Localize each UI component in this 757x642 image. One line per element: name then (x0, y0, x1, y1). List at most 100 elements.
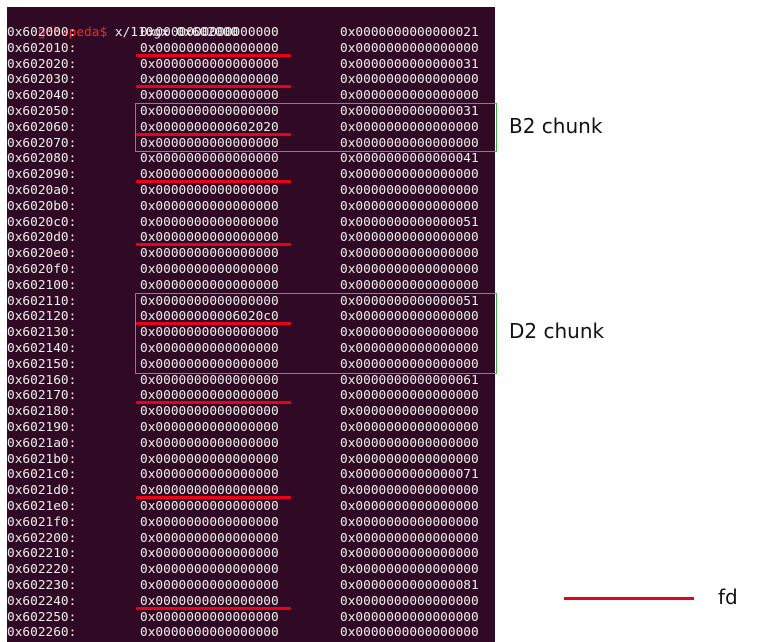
row-value-2: 0x0000000000000000 (340, 609, 479, 625)
memory-row: 0x6021b0: 0x0000000000000000 0x00000000000… (7, 452, 495, 468)
row-address: 0x602190: (7, 420, 77, 435)
row-value-2: 0x0000000000000000 (340, 356, 479, 372)
memory-row: 0x602130: 0x0000000000000000 0x00000000000… (7, 325, 495, 341)
row-address: 0x602000: (7, 25, 77, 40)
row-address: 0x6021f0: (7, 514, 77, 530)
fd-underline (136, 53, 291, 57)
row-address: 0x602100: (7, 277, 77, 293)
row-value-2: 0x0000000000000031 (340, 104, 479, 119)
memory-row: 0x602140: 0x0000000000000000 0x00000000000… (7, 341, 495, 357)
fd-underline (136, 132, 291, 136)
fd-underline (136, 180, 291, 183)
row-value-1: 0x0000000000000000 (140, 198, 279, 214)
row-address: 0x602210: (7, 546, 77, 562)
row-value-2: 0x0000000000000000 (340, 530, 479, 546)
memory-row: 0x602200: 0x0000000000000000 0x00000000000… (7, 531, 495, 547)
terminal-window[interactable]: gdb-peda$ x/110gx 0x602000 0x602000: 0x00… (7, 7, 495, 642)
row-value-1: 0x0000000000000000 (140, 230, 279, 246)
row-address: 0x6020d0: (7, 230, 77, 246)
row-value-2: 0x0000000000000081 (340, 578, 479, 593)
row-address: 0x602130: (7, 325, 77, 341)
row-value-2: 0x0000000000000000 (340, 435, 479, 451)
memory-row: 0x602030: 0x0000000000000000 0x00000000000… (7, 72, 495, 88)
row-value-1: 0x0000000000000000 (140, 388, 279, 404)
chunk-box (135, 103, 497, 153)
row-value-2: 0x0000000000000000 (340, 40, 479, 56)
row-value-1: 0x0000000000000000 (140, 609, 279, 625)
memory-row: 0x6020f0: 0x0000000000000000 0x00000000000… (7, 262, 495, 278)
row-value-2: 0x0000000000000000 (340, 309, 479, 325)
row-address: 0x6021c0: (7, 467, 77, 483)
row-value-1: 0x0000000000000000 (140, 404, 279, 420)
row-address: 0x602140: (7, 341, 77, 356)
fd-underline (136, 322, 291, 326)
gdb-prompt: gdb-peda$ (37, 24, 108, 40)
chunk-label: D2 chunk (509, 319, 605, 344)
row-address: 0x6021d0: (7, 483, 77, 499)
row-address: 0x602050: (7, 104, 77, 119)
fd-underline (136, 606, 291, 610)
row-value-2: 0x0000000000000000 (340, 230, 479, 246)
row-value-1: 0x0000000000000000 (140, 167, 279, 183)
memory-row: 0x602190: 0x0000000000000000 0x00000000000… (7, 420, 495, 436)
row-address: 0x6021b0: (7, 451, 77, 467)
row-address: 0x602230: (7, 578, 77, 593)
fd-underline (136, 85, 291, 89)
memory-row: 0x6021d0: 0x0000000000000000 0x00000000000… (7, 483, 495, 499)
row-value-1: 0x0000000000000000 (140, 451, 279, 467)
row-value-1: 0x0000000000000000 (140, 578, 279, 593)
row-value-1: 0x0000000000000000 (140, 325, 279, 341)
fd-legend-line (564, 597, 694, 600)
chunk-box (135, 292, 497, 374)
row-value-1: 0x0000000000000000 (140, 530, 279, 546)
row-address: 0x602080: (7, 151, 77, 167)
fd-underline (136, 243, 291, 247)
memory-row: 0x602020: 0x0000000000000000 0x00000000000… (7, 57, 495, 73)
memory-row: 0x602180: 0x0000000000000000 0x00000000000… (7, 404, 495, 420)
memory-row: 0x6020e0: 0x0000000000000000 0x00000000000… (7, 246, 495, 262)
row-address: 0x602110: (7, 293, 77, 309)
memory-row: 0x602260: 0x0000000000000000 0x00000000000… (7, 625, 495, 641)
row-value-2: 0x0000000000000000 (340, 325, 479, 341)
row-value-1: 0x0000000000000000 (140, 183, 279, 198)
memory-row: 0x602070: 0x0000000000000000 0x00000000000… (7, 136, 495, 152)
row-value-1: 0x0000000000000000 (140, 593, 279, 609)
row-address: 0x6020f0: (7, 262, 77, 277)
memory-row: 0x6020a0: 0x0000000000000000 0x00000000000… (7, 183, 495, 199)
row-value-1: 0x0000000000000000 (140, 25, 279, 40)
row-value-1: 0x0000000000000000 (140, 435, 279, 451)
row-address: 0x602020: (7, 56, 77, 72)
row-address: 0x602070: (7, 135, 77, 151)
row-address: 0x602260: (7, 625, 77, 641)
row-value-2: 0x0000000000000000 (340, 420, 479, 435)
row-value-1: 0x0000000000000000 (140, 135, 279, 151)
row-value-2: 0x0000000000000000 (340, 404, 479, 420)
memory-row: 0x602230: 0x0000000000000000 0x00000000000… (7, 578, 495, 594)
row-value-1: 0x00000000006020c0 (140, 309, 279, 325)
row-value-2: 0x0000000000000000 (340, 341, 479, 356)
row-value-1: 0x0000000000000000 (140, 499, 279, 514)
row-address: 0x6020c0: (7, 214, 77, 230)
row-address: 0x602170: (7, 388, 77, 404)
row-value-2: 0x0000000000000000 (340, 262, 479, 277)
row-value-1: 0x0000000000000000 (140, 341, 279, 356)
row-value-1: 0x0000000000000000 (140, 562, 279, 578)
memory-row: 0x6020c0: 0x0000000000000000 0x00000000000… (7, 215, 495, 231)
row-address: 0x6020e0: (7, 246, 77, 262)
row-value-1: 0x0000000000000000 (140, 214, 279, 230)
row-value-1: 0x0000000000000000 (140, 546, 279, 562)
row-address: 0x602040: (7, 88, 77, 104)
row-address: 0x602060: (7, 119, 77, 135)
row-value-2: 0x0000000000000051 (340, 214, 479, 230)
command-text: x/110gx 0x602000 (107, 24, 239, 40)
row-address: 0x602090: (7, 167, 77, 183)
row-value-1: 0x0000000000000000 (140, 277, 279, 293)
memory-row: 0x6020b0: 0x0000000000000000 0x00000000000… (7, 199, 495, 215)
row-value-1: 0x0000000000000000 (140, 56, 279, 72)
row-value-2: 0x0000000000000051 (340, 293, 479, 309)
row-value-1: 0x0000000000000000 (140, 483, 279, 499)
memory-row: 0x602240: 0x0000000000000000 0x00000000000… (7, 594, 495, 610)
row-address: 0x6021e0: (7, 499, 77, 514)
row-value-2: 0x0000000000000000 (340, 562, 479, 578)
row-value-2: 0x0000000000000000 (340, 198, 479, 214)
